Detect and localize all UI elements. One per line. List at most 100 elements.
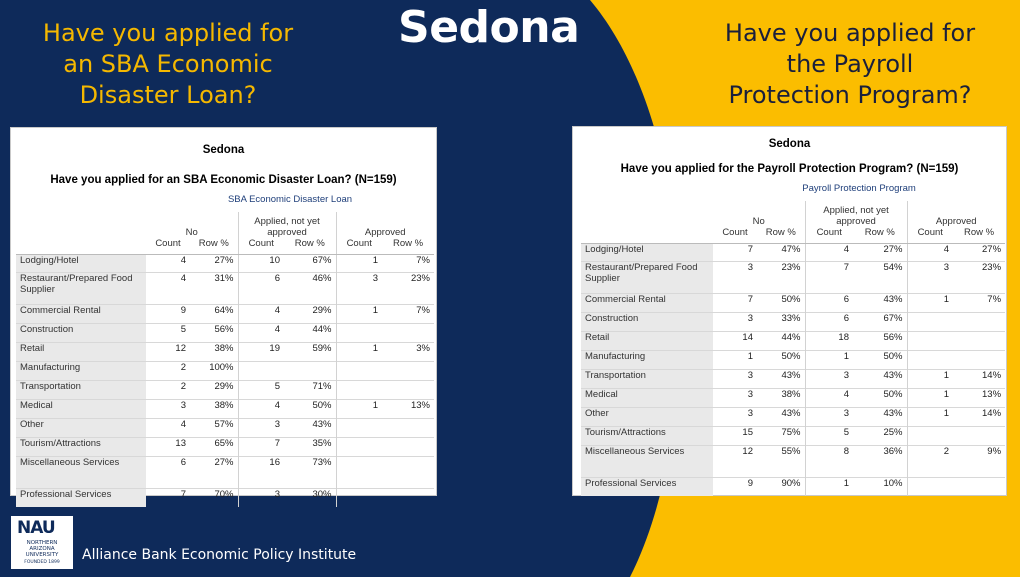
row-label: Restaurant/Prepared Food Supplier	[581, 260, 713, 293]
table-row: Construction 3 33% 6 67%	[581, 311, 1006, 331]
table-cell: 38%	[190, 398, 238, 418]
column-header: Count	[335, 238, 382, 255]
table-cell: 50%	[853, 387, 907, 407]
table-cell: 7%	[953, 292, 1006, 312]
row-label: Professional Services	[581, 476, 713, 496]
table-cell: 30%	[284, 487, 336, 507]
table-cell: 4	[237, 398, 284, 418]
table-row: Lodging/Hotel 4 27% 10 67% 1 7%	[16, 253, 434, 272]
question-sba: Have you applied for an SBA Economic Dis…	[42, 19, 294, 109]
row-label: Construction	[581, 311, 713, 331]
table-cell: 71%	[284, 379, 336, 399]
table-cell: 1	[335, 303, 382, 323]
table-row: Medical 3 38% 4 50% 1 13%	[16, 398, 434, 418]
table-cell: 3	[906, 260, 953, 293]
table-cell: 3%	[382, 341, 434, 361]
table-cell: 50%	[757, 292, 805, 312]
table-cell	[953, 311, 1006, 331]
table-cell	[335, 487, 382, 507]
table-row: Transportation 3 43% 3 43% 1 14%	[581, 368, 1006, 388]
table-cell: 7	[237, 436, 284, 456]
table-cell	[953, 349, 1006, 369]
table-cell: 14%	[953, 406, 1006, 426]
column-header: Count	[146, 238, 190, 255]
table-cell: 3	[335, 271, 382, 304]
table-cell	[906, 311, 953, 331]
table-cell: 57%	[190, 417, 238, 437]
table-cell: 3	[146, 398, 190, 418]
table-cell	[382, 360, 434, 380]
table-row: Other 3 43% 3 43% 1 14%	[581, 406, 1006, 426]
page-title: Sedona	[398, 2, 580, 53]
table-cell: 3	[804, 368, 853, 388]
table-cell: 4	[906, 242, 953, 261]
table-row: Retail 12 38% 19 59% 1 3%	[16, 341, 434, 361]
table-cell	[237, 360, 284, 380]
table-cell: 9%	[953, 444, 1006, 477]
table-cell	[906, 476, 953, 496]
table-cell: 8	[804, 444, 853, 477]
table-cell: 27%	[190, 253, 238, 272]
table-row: Transportation 2 29% 5 71%	[16, 379, 434, 399]
row-label: Manufacturing	[581, 349, 713, 369]
table-cell: 12	[146, 341, 190, 361]
table-cell: 1	[906, 292, 953, 312]
table-cell: 7	[146, 487, 190, 507]
table-cell: 7	[804, 260, 853, 293]
column-header-row: Count Row % Count Row % Count Row %	[581, 227, 1006, 244]
table-row: Construction 5 56% 4 44%	[16, 322, 434, 342]
table-cell: 27%	[953, 242, 1006, 261]
table-cell: 67%	[284, 253, 336, 272]
table-cell: 7	[713, 242, 757, 261]
question-ppp: Have you applied for the Payroll Protect…	[724, 19, 976, 109]
column-header: Row %	[190, 238, 238, 255]
table-cell: 35%	[284, 436, 336, 456]
column-header: Row %	[284, 238, 336, 255]
row-label: Tourism/Attractions	[16, 436, 146, 456]
category-header: No	[752, 216, 765, 227]
table-cell: 44%	[757, 330, 805, 350]
table-row: Manufacturing 2 100%	[16, 360, 434, 380]
ppp-table-subtitle: Have you applied for the Payroll Protect…	[620, 163, 959, 175]
table-row: Other 4 57% 3 43%	[16, 417, 434, 437]
corner-cell	[581, 183, 713, 201]
ppp-table-title: Sedona	[768, 138, 811, 150]
column-header: Row %	[953, 227, 1006, 244]
footer-text: Alliance Bank Economic Policy Institute	[82, 547, 357, 563]
table-cell: 54%	[853, 260, 907, 293]
row-label: Retail	[16, 341, 146, 361]
table-row: Restaurant/Prepared Food Supplier 4 31% 6 46…	[16, 271, 434, 304]
nau-logo: NAU NORTHERN ARIZONA UNIVERSITY FOUNDED …	[11, 516, 73, 569]
table-cell: 7%	[382, 253, 434, 272]
row-label: Professional Services	[16, 487, 146, 507]
category-header: Approved	[335, 212, 434, 238]
row-label: Other	[16, 417, 146, 437]
table-cell: 5	[237, 379, 284, 399]
table-cell: 23%	[953, 260, 1006, 293]
sba-table-subtitle: Have you applied for an SBA Economic Dis…	[50, 174, 397, 186]
row-label: Transportation	[16, 379, 146, 399]
corner-cell	[16, 194, 146, 212]
table-cell: 25%	[853, 425, 907, 445]
column-header: Count	[804, 227, 853, 244]
table-cell: 1	[906, 387, 953, 407]
table-cell: 1	[906, 368, 953, 388]
column-header: Row %	[382, 238, 434, 255]
column-header: Count	[713, 227, 757, 244]
table-cell: 27%	[853, 242, 907, 261]
table-cell: 75%	[757, 425, 805, 445]
table-cell: 50%	[284, 398, 336, 418]
table-cell: 47%	[757, 242, 805, 261]
table-row: Tourism/Attractions 15 75% 5 25%	[581, 425, 1006, 445]
table-cell	[335, 436, 382, 456]
table-row: Tourism/Attractions 13 65% 7 35%	[16, 436, 434, 456]
table-cell	[335, 417, 382, 437]
table-cell: 9	[146, 303, 190, 323]
table-cell: 4	[804, 387, 853, 407]
table-cell: 1	[335, 398, 382, 418]
table-cell: 1	[713, 349, 757, 369]
table-row: Restaurant/Prepared Food Supplier 3 23% 7 54…	[581, 260, 1006, 293]
table-cell	[906, 425, 953, 445]
table-cell	[382, 436, 434, 456]
table-cell: 15	[713, 425, 757, 445]
